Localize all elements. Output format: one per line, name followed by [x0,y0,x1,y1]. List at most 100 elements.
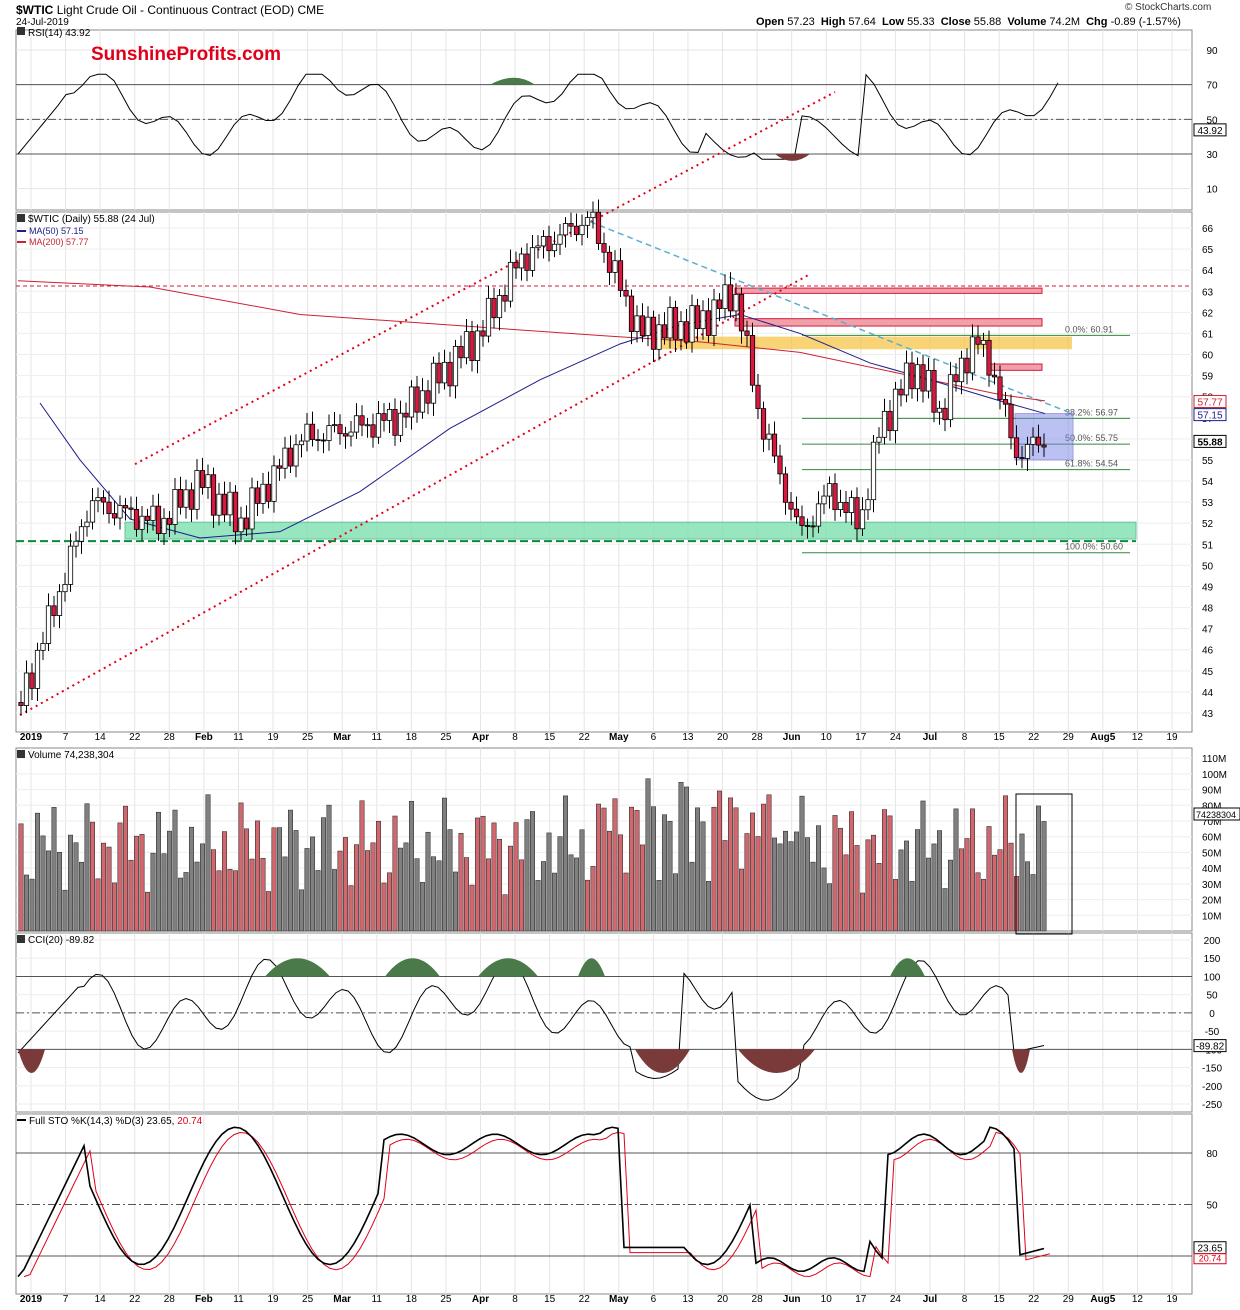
candle-body [199,470,206,488]
candle-body [832,483,838,510]
candle-body [881,410,888,438]
candle-body [892,388,899,432]
volume-bar [436,860,442,932]
resistance-band [734,318,1043,327]
candle-body [513,261,519,269]
volume-bar [194,861,200,932]
volume-bar [639,844,645,932]
volume-bar [375,820,381,932]
price-tick-label: 63 [1202,287,1214,298]
volume-bar [832,815,838,932]
volume-bar [507,845,513,932]
x-tick-label: 20 [717,1294,729,1305]
volume-bar [634,810,640,932]
volume-bar [23,874,29,932]
volume-bar [84,803,90,932]
volume-tick-label: 40M [1202,864,1221,875]
volume-bar [821,867,827,932]
candle-body [144,515,151,521]
volume-bar [128,859,134,932]
candle-body [634,315,640,332]
volume-bar [573,857,579,932]
x-tick-label: 25 [440,732,452,743]
volume-bar [529,811,535,932]
volume-bar [161,853,167,932]
volume-bar [942,888,948,932]
volume-bar [244,828,250,932]
candle-body [590,211,596,218]
candle-body [359,415,365,426]
volume-bar [167,830,173,932]
candle-body [480,330,486,337]
cci-negative-fill [1012,1049,1030,1074]
volume-bar [359,800,365,932]
volume-bar [909,880,915,932]
candle-body [95,497,101,502]
cci-tick-label: -150 [1202,1064,1222,1075]
candle-body [34,649,41,689]
volume-bar [408,801,414,932]
cci-tick-label: 50 [1206,991,1218,1002]
candle-body [997,376,1003,400]
price-tick-label: 62 [1202,308,1214,319]
x-tick-label: 15 [544,732,556,743]
candle-body [524,253,530,271]
candle-body [903,362,910,396]
x-tick-label: 15 [994,732,1006,743]
chart-date: 24-Jul-2019 [16,17,69,28]
candle-body [667,307,673,339]
candle-body [414,386,420,413]
candle-body [128,507,134,510]
volume-bar [447,829,453,932]
x-tick-label: 22 [1028,732,1040,743]
x-tick-label: 10 [821,1294,833,1305]
volume-bar [1025,861,1031,932]
rsi-legend-swatch [17,27,25,35]
candle-body [755,384,761,409]
candle-body [1019,457,1025,459]
x-tick-label: 28 [164,1294,176,1305]
volume-bar [112,882,118,932]
x-tick-label: 12 [1132,1294,1144,1305]
volume-bar [865,839,871,932]
x-tick-label: Feb [195,1294,213,1305]
candle-body [447,361,453,387]
x-tick-label: Apr [472,732,489,743]
volume-bar [980,878,986,932]
volume-highlight-box [1015,793,1073,935]
candle-body [62,583,68,593]
price-tick-label: 60 [1202,351,1214,362]
volume-bar [150,852,156,932]
volume-bar [452,871,458,932]
volume-bar [628,806,634,932]
rsi-line [17,73,1059,160]
candle-body [617,260,624,291]
x-tick-label: Apr [472,1294,489,1305]
price-tick-label: 54 [1202,477,1214,488]
support-zone [124,521,1137,540]
volume-bar [755,836,761,932]
candle-body [859,509,866,530]
x-tick-label: 15 [994,1294,1006,1305]
volume-bar [238,802,244,932]
candle-body [947,374,954,421]
cci-negative-fill [738,1049,815,1074]
x-tick-label: 24 [890,1294,902,1305]
candle-body [782,473,789,503]
volume-bar [260,858,266,932]
volume-bar [123,805,129,932]
volume-bar [502,894,508,932]
price-last-value-box [1193,434,1227,448]
channel-lower-line [19,273,811,716]
candle-body [375,413,382,438]
volume-bar [892,879,898,932]
candle-body [738,293,745,332]
candle-body [942,407,948,421]
cci-tick-label: 0 [1209,1009,1215,1020]
volume-bar [876,863,882,932]
volume-bar [34,812,40,932]
ohlc-bar: Open 57.23 High 57.64 Low 55.33 Close 55… [756,16,1181,28]
x-tick-label: Mar [333,1294,351,1305]
sto-k-last-value: 23.65 [1197,1244,1222,1255]
candle-body [425,390,431,404]
